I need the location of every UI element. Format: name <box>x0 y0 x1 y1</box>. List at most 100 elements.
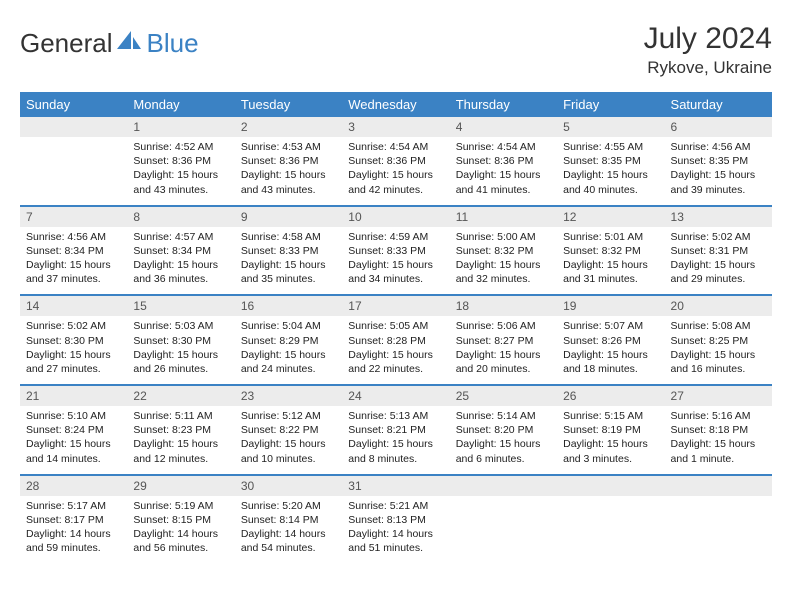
day-header: Friday <box>557 92 664 117</box>
calendar-cell: 25Sunrise: 5:14 AMSunset: 8:20 PMDayligh… <box>450 385 557 475</box>
calendar-cell: 6Sunrise: 4:56 AMSunset: 8:35 PMDaylight… <box>665 117 772 206</box>
day-body: Sunrise: 5:06 AMSunset: 8:27 PMDaylight:… <box>450 316 557 384</box>
calendar-cell: 9Sunrise: 4:58 AMSunset: 8:33 PMDaylight… <box>235 206 342 296</box>
day-number: 18 <box>450 296 557 316</box>
day-body: Sunrise: 5:16 AMSunset: 8:18 PMDaylight:… <box>665 406 772 474</box>
day-number: 11 <box>450 207 557 227</box>
day-number: 3 <box>342 117 449 137</box>
calendar-cell: 31Sunrise: 5:21 AMSunset: 8:13 PMDayligh… <box>342 475 449 564</box>
day-number: 8 <box>127 207 234 227</box>
calendar-cell: 4Sunrise: 4:54 AMSunset: 8:36 PMDaylight… <box>450 117 557 206</box>
day-header: Tuesday <box>235 92 342 117</box>
day-number: 23 <box>235 386 342 406</box>
day-number: 13 <box>665 207 772 227</box>
day-header: Wednesday <box>342 92 449 117</box>
day-body: Sunrise: 5:13 AMSunset: 8:21 PMDaylight:… <box>342 406 449 474</box>
day-body: Sunrise: 4:52 AMSunset: 8:36 PMDaylight:… <box>127 137 234 205</box>
day-number: 29 <box>127 476 234 496</box>
day-body: Sunrise: 5:17 AMSunset: 8:17 PMDaylight:… <box>20 496 127 564</box>
day-body: Sunrise: 5:02 AMSunset: 8:30 PMDaylight:… <box>20 316 127 384</box>
calendar-cell: 24Sunrise: 5:13 AMSunset: 8:21 PMDayligh… <box>342 385 449 475</box>
logo-text-2: Blue <box>147 28 199 59</box>
day-number: 19 <box>557 296 664 316</box>
logo-sail-icon <box>117 31 143 56</box>
location: Rykove, Ukraine <box>644 58 772 78</box>
day-body: Sunrise: 4:58 AMSunset: 8:33 PMDaylight:… <box>235 227 342 295</box>
calendar-cell: 22Sunrise: 5:11 AMSunset: 8:23 PMDayligh… <box>127 385 234 475</box>
day-body: Sunrise: 5:08 AMSunset: 8:25 PMDaylight:… <box>665 316 772 384</box>
day-number: 14 <box>20 296 127 316</box>
day-number: 31 <box>342 476 449 496</box>
calendar-cell: 7Sunrise: 4:56 AMSunset: 8:34 PMDaylight… <box>20 206 127 296</box>
day-body: Sunrise: 5:03 AMSunset: 8:30 PMDaylight:… <box>127 316 234 384</box>
day-body: Sunrise: 5:10 AMSunset: 8:24 PMDaylight:… <box>20 406 127 474</box>
logo-text-1: General <box>20 28 113 59</box>
day-number: 9 <box>235 207 342 227</box>
day-body: Sunrise: 5:05 AMSunset: 8:28 PMDaylight:… <box>342 316 449 384</box>
day-number: 4 <box>450 117 557 137</box>
day-number: 26 <box>557 386 664 406</box>
calendar-cell: 26Sunrise: 5:15 AMSunset: 8:19 PMDayligh… <box>557 385 664 475</box>
day-number: 15 <box>127 296 234 316</box>
calendar-cell: 18Sunrise: 5:06 AMSunset: 8:27 PMDayligh… <box>450 295 557 385</box>
calendar-cell: 8Sunrise: 4:57 AMSunset: 8:34 PMDaylight… <box>127 206 234 296</box>
day-body: Sunrise: 4:56 AMSunset: 8:35 PMDaylight:… <box>665 137 772 205</box>
day-number: 7 <box>20 207 127 227</box>
day-body: Sunrise: 4:55 AMSunset: 8:35 PMDaylight:… <box>557 137 664 205</box>
calendar-cell <box>20 117 127 206</box>
calendar-cell: 16Sunrise: 5:04 AMSunset: 8:29 PMDayligh… <box>235 295 342 385</box>
header: General Blue July 2024 Rykove, Ukraine <box>20 22 772 78</box>
day-body: Sunrise: 5:14 AMSunset: 8:20 PMDaylight:… <box>450 406 557 474</box>
day-body: Sunrise: 4:54 AMSunset: 8:36 PMDaylight:… <box>450 137 557 205</box>
calendar-cell: 17Sunrise: 5:05 AMSunset: 8:28 PMDayligh… <box>342 295 449 385</box>
day-number: 16 <box>235 296 342 316</box>
day-number: 1 <box>127 117 234 137</box>
calendar-cell: 29Sunrise: 5:19 AMSunset: 8:15 PMDayligh… <box>127 475 234 564</box>
day-body: Sunrise: 5:01 AMSunset: 8:32 PMDaylight:… <box>557 227 664 295</box>
calendar-cell: 10Sunrise: 4:59 AMSunset: 8:33 PMDayligh… <box>342 206 449 296</box>
calendar-cell: 27Sunrise: 5:16 AMSunset: 8:18 PMDayligh… <box>665 385 772 475</box>
calendar-cell: 23Sunrise: 5:12 AMSunset: 8:22 PMDayligh… <box>235 385 342 475</box>
day-header: Saturday <box>665 92 772 117</box>
day-body: Sunrise: 5:11 AMSunset: 8:23 PMDaylight:… <box>127 406 234 474</box>
calendar-cell: 28Sunrise: 5:17 AMSunset: 8:17 PMDayligh… <box>20 475 127 564</box>
day-body: Sunrise: 4:56 AMSunset: 8:34 PMDaylight:… <box>20 227 127 295</box>
day-body: Sunrise: 4:57 AMSunset: 8:34 PMDaylight:… <box>127 227 234 295</box>
day-body: Sunrise: 5:07 AMSunset: 8:26 PMDaylight:… <box>557 316 664 384</box>
day-number: 24 <box>342 386 449 406</box>
day-number: 30 <box>235 476 342 496</box>
calendar-cell: 2Sunrise: 4:53 AMSunset: 8:36 PMDaylight… <box>235 117 342 206</box>
day-number: 6 <box>665 117 772 137</box>
day-number: 21 <box>20 386 127 406</box>
logo: General Blue <box>20 28 199 59</box>
calendar-cell: 13Sunrise: 5:02 AMSunset: 8:31 PMDayligh… <box>665 206 772 296</box>
day-number: 2 <box>235 117 342 137</box>
day-number: 10 <box>342 207 449 227</box>
day-body: Sunrise: 5:00 AMSunset: 8:32 PMDaylight:… <box>450 227 557 295</box>
calendar-cell: 14Sunrise: 5:02 AMSunset: 8:30 PMDayligh… <box>20 295 127 385</box>
title-block: July 2024 Rykove, Ukraine <box>644 22 772 78</box>
day-number: 5 <box>557 117 664 137</box>
month-title: July 2024 <box>644 22 772 56</box>
calendar-cell: 15Sunrise: 5:03 AMSunset: 8:30 PMDayligh… <box>127 295 234 385</box>
day-number: 28 <box>20 476 127 496</box>
day-header: Monday <box>127 92 234 117</box>
day-number: 17 <box>342 296 449 316</box>
day-body: Sunrise: 5:12 AMSunset: 8:22 PMDaylight:… <box>235 406 342 474</box>
day-body: Sunrise: 5:21 AMSunset: 8:13 PMDaylight:… <box>342 496 449 564</box>
day-body: Sunrise: 5:20 AMSunset: 8:14 PMDaylight:… <box>235 496 342 564</box>
calendar-cell: 19Sunrise: 5:07 AMSunset: 8:26 PMDayligh… <box>557 295 664 385</box>
calendar-cell: 11Sunrise: 5:00 AMSunset: 8:32 PMDayligh… <box>450 206 557 296</box>
day-body: Sunrise: 4:54 AMSunset: 8:36 PMDaylight:… <box>342 137 449 205</box>
day-number: 20 <box>665 296 772 316</box>
day-number: 22 <box>127 386 234 406</box>
day-body: Sunrise: 4:53 AMSunset: 8:36 PMDaylight:… <box>235 137 342 205</box>
calendar-cell: 5Sunrise: 4:55 AMSunset: 8:35 PMDaylight… <box>557 117 664 206</box>
day-number: 12 <box>557 207 664 227</box>
day-header: Sunday <box>20 92 127 117</box>
day-body: Sunrise: 5:04 AMSunset: 8:29 PMDaylight:… <box>235 316 342 384</box>
calendar-cell: 3Sunrise: 4:54 AMSunset: 8:36 PMDaylight… <box>342 117 449 206</box>
day-number: 27 <box>665 386 772 406</box>
calendar: SundayMondayTuesdayWednesdayThursdayFrid… <box>20 92 772 563</box>
day-body: Sunrise: 4:59 AMSunset: 8:33 PMDaylight:… <box>342 227 449 295</box>
